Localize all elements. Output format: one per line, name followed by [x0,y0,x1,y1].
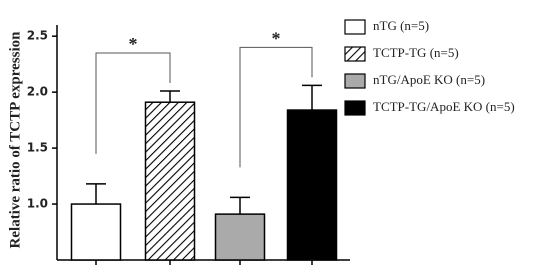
y-tick-label: 2.5 [27,29,48,43]
legend-swatch [344,100,366,116]
legend-label: TCTP-TG/ApoE KO (n=5) [373,99,515,114]
bar [70,203,122,261]
significance-label: * [129,34,138,54]
legend-swatch [344,73,366,89]
error-bar [86,183,106,205]
legend-swatch [344,46,366,62]
legend-label: nTG/ApoE KO (n=5) [373,72,485,87]
legend-label: TCTP-TG (n=5) [373,45,459,60]
significance-label: * [272,29,281,49]
significance-bracket [95,52,171,154]
bar [286,109,338,261]
error-bar [302,84,322,111]
y-axis-label: Relative ratio of TCTP expression [7,31,23,249]
bar [214,213,266,261]
legend-label: nTG (n=5) [373,18,429,33]
error-bar [160,90,180,103]
y-tick-label: 1.5 [27,141,48,155]
y-tick-label: 1.0 [27,197,48,211]
bar [144,101,196,261]
error-bar [230,196,250,215]
y-tick-label: 2.0 [27,85,48,99]
legend-swatch [344,19,366,35]
significance-bracket [239,46,313,168]
